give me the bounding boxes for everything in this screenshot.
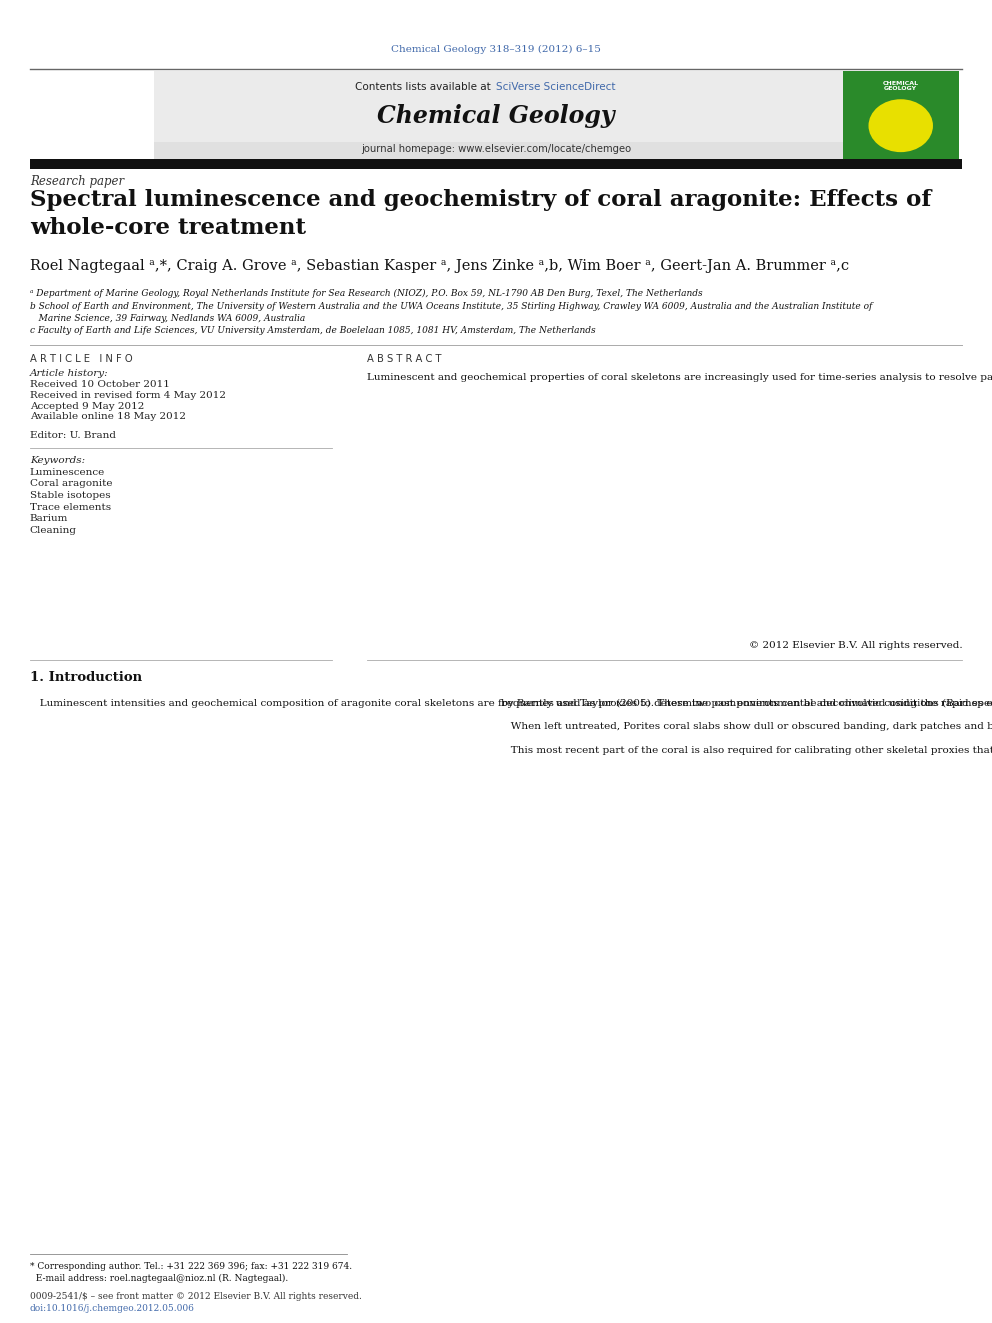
Bar — [30, 159, 962, 169]
Text: b School of Earth and Environment, The University of Western Australia and the U: b School of Earth and Environment, The U… — [30, 303, 872, 311]
Text: Chemical Geology 318–319 (2012) 6–15: Chemical Geology 318–319 (2012) 6–15 — [391, 45, 601, 53]
Text: Article history:: Article history: — [30, 369, 108, 377]
Text: 1. Introduction: 1. Introduction — [30, 671, 142, 684]
Bar — [154, 142, 843, 159]
Text: Received in revised form 4 May 2012: Received in revised form 4 May 2012 — [30, 392, 226, 400]
Text: Received 10 October 2011: Received 10 October 2011 — [30, 381, 170, 389]
Text: doi:10.1016/j.chemgeo.2012.05.006: doi:10.1016/j.chemgeo.2012.05.006 — [30, 1304, 194, 1312]
Text: Editor: U. Brand: Editor: U. Brand — [30, 431, 116, 439]
Text: Stable isotopes: Stable isotopes — [30, 491, 110, 500]
Text: ᵃ Department of Marine Geology, Royal Netherlands Institute for Sea Research (NI: ᵃ Department of Marine Geology, Royal Ne… — [30, 290, 702, 298]
Text: SciVerse ScienceDirect: SciVerse ScienceDirect — [496, 82, 615, 93]
Text: Cleaning: Cleaning — [30, 527, 76, 534]
Text: Coral aragonite: Coral aragonite — [30, 479, 112, 488]
Text: Accepted 9 May 2012: Accepted 9 May 2012 — [30, 402, 144, 410]
Text: Chemical Geology: Chemical Geology — [377, 105, 615, 128]
Text: Luminescent and geochemical properties of coral skeletons are increasingly used : Luminescent and geochemical properties o… — [367, 373, 992, 382]
Text: by Barnes and Taylor (2005). These two components can be deconvolved using the r: by Barnes and Taylor (2005). These two c… — [501, 699, 992, 754]
Text: Spectral luminescence and geochemistry of coral aragonite: Effects of
whole-core: Spectral luminescence and geochemistry o… — [30, 189, 931, 239]
Text: © 2012 Elsevier B.V. All rights reserved.: © 2012 Elsevier B.V. All rights reserved… — [749, 642, 962, 650]
Text: Roel Nagtegaal ᵃ,*, Craig A. Grove ᵃ, Sebastian Kasper ᵃ, Jens Zinke ᵃ,b, Wim Bo: Roel Nagtegaal ᵃ,*, Craig A. Grove ᵃ, Se… — [30, 259, 849, 273]
Text: Barium: Barium — [30, 515, 68, 524]
Text: 0009-2541/$ – see front matter © 2012 Elsevier B.V. All rights reserved.: 0009-2541/$ – see front matter © 2012 El… — [30, 1293, 362, 1301]
Text: * Corresponding author. Tel.: +31 222 369 396; fax: +31 222 319 674.
  E-mail ad: * Corresponding author. Tel.: +31 222 36… — [30, 1262, 352, 1283]
Text: Marine Science, 39 Fairway, Nedlands WA 6009, Australia: Marine Science, 39 Fairway, Nedlands WA … — [30, 315, 305, 323]
Text: A B S T R A C T: A B S T R A C T — [367, 353, 441, 364]
Text: Luminescence: Luminescence — [30, 468, 105, 476]
Text: A R T I C L E   I N F O: A R T I C L E I N F O — [30, 353, 132, 364]
Bar — [843, 71, 959, 159]
Ellipse shape — [869, 99, 932, 152]
Bar — [154, 71, 843, 142]
Text: Trace elements: Trace elements — [30, 503, 111, 512]
Text: journal homepage: www.elsevier.com/locate/chemgeo: journal homepage: www.elsevier.com/locat… — [361, 144, 631, 155]
Text: Research paper: Research paper — [30, 175, 124, 188]
Text: CHEMICAL
GEOLOGY: CHEMICAL GEOLOGY — [883, 81, 919, 91]
Text: Contents lists available at: Contents lists available at — [355, 82, 494, 93]
Text: Available online 18 May 2012: Available online 18 May 2012 — [30, 413, 186, 421]
Text: Keywords:: Keywords: — [30, 456, 85, 464]
Text: c Faculty of Earth and Life Sciences, VU University Amsterdam, de Boelelaan 1085: c Faculty of Earth and Life Sciences, VU… — [30, 327, 595, 335]
Text: Luminescent intensities and geochemical composition of aragonite coral skeletons: Luminescent intensities and geochemical … — [30, 699, 992, 708]
